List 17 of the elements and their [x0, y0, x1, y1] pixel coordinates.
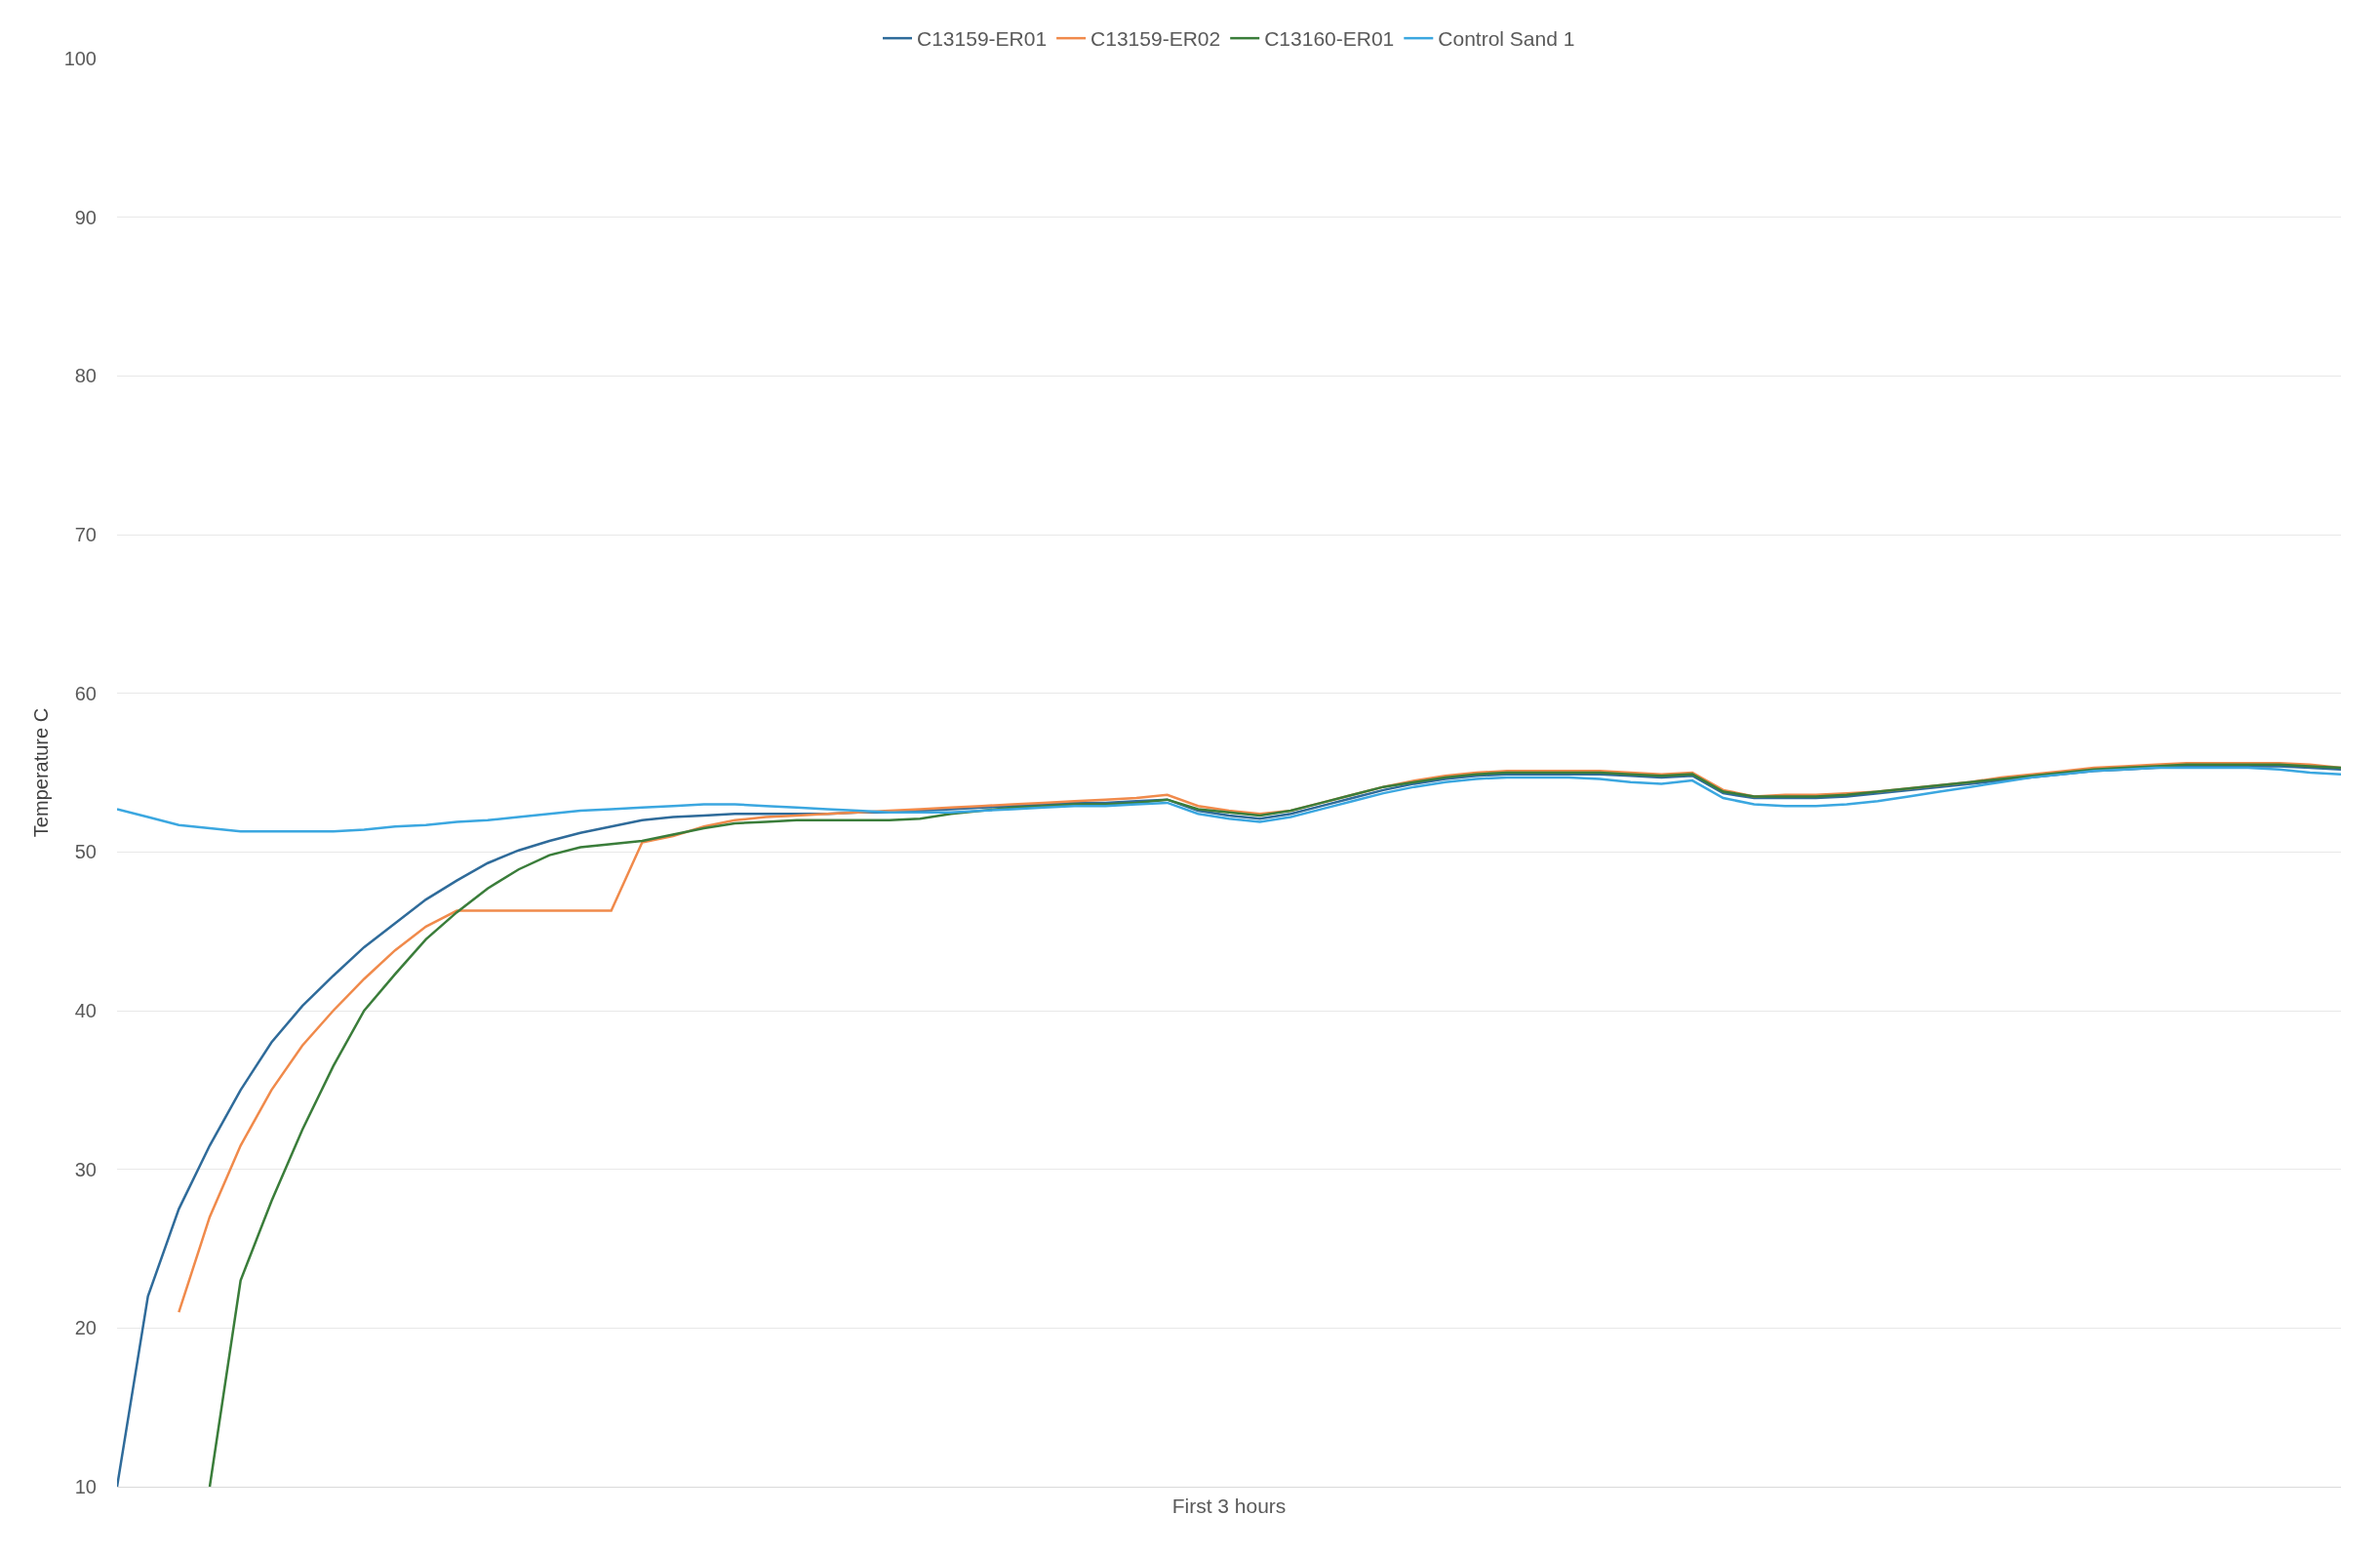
y-tick-label: 90 — [74, 206, 97, 228]
line-series — [117, 766, 2341, 833]
legend-label: Control Sand 1 — [1438, 27, 1575, 51]
y-tick-label: 60 — [74, 682, 97, 704]
y-tick-label: 20 — [74, 1317, 97, 1339]
legend-label: C13159-ER02 — [1091, 27, 1221, 51]
y-tick-label: 40 — [74, 1000, 97, 1021]
y-tick-label: 80 — [74, 365, 97, 387]
y-tick-label: 10 — [74, 1476, 97, 1497]
y-axis-title: Temperature C — [30, 707, 53, 838]
legend-label: C13160-ER01 — [1264, 27, 1395, 51]
y-tick-label: 70 — [74, 524, 97, 545]
x-axis-title: First 3 hours — [1171, 1495, 1287, 1518]
y-tick-label: 50 — [74, 841, 97, 863]
legend-label: C13159-ER01 — [917, 27, 1048, 51]
y-tick-label: 100 — [63, 48, 97, 69]
y-tick-label: 30 — [74, 1158, 97, 1180]
